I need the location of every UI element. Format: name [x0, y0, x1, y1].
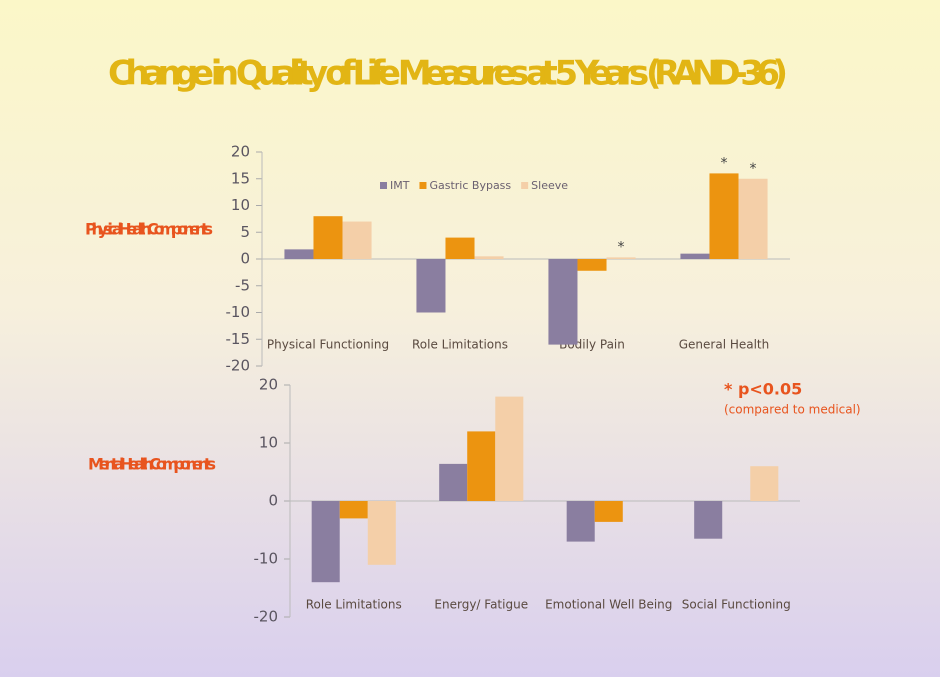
x-tick-label: Role Limitations — [306, 598, 402, 612]
legend-swatch — [380, 182, 387, 189]
y-tick-label: -15 — [226, 330, 251, 348]
y-tick-label: 20 — [231, 143, 250, 161]
significance-marker: * — [750, 161, 757, 177]
bar — [680, 253, 710, 259]
bar — [342, 221, 372, 259]
bar — [694, 501, 723, 539]
y-tick-label: 15 — [231, 169, 250, 187]
y-tick-label: 0 — [240, 250, 250, 268]
bar — [284, 249, 314, 259]
x-tick-label: Emotional Well Being — [545, 598, 672, 612]
bar — [606, 257, 636, 259]
note-marker: * p<0.05 — [724, 380, 802, 399]
bar — [738, 178, 768, 259]
bar — [709, 173, 739, 259]
section-label: Mental Health Components — [88, 455, 216, 474]
legend-swatch — [419, 182, 427, 189]
bar — [367, 501, 396, 565]
bar — [594, 501, 623, 522]
x-tick-label: General Health — [679, 338, 770, 352]
y-tick-label: 5 — [240, 223, 250, 241]
y-tick-label: -20 — [226, 357, 251, 375]
note-text: (compared to medical) — [724, 403, 861, 417]
y-tick-label: 10 — [231, 196, 250, 214]
significance-marker: * — [721, 155, 728, 171]
bar — [750, 466, 779, 501]
legend-label: Gastric Bypass — [429, 179, 511, 192]
bar — [474, 256, 504, 259]
bar — [445, 237, 475, 259]
bar — [577, 259, 607, 271]
legend-swatch — [521, 182, 529, 189]
y-tick-label: 0 — [268, 492, 278, 510]
bar — [313, 216, 343, 259]
legend-label: IMT — [390, 179, 410, 192]
y-tick-label: -20 — [254, 608, 279, 626]
y-tick-label: -10 — [226, 303, 251, 321]
bar — [566, 501, 595, 542]
bar — [416, 259, 446, 313]
bar — [339, 501, 368, 519]
section-label: Physical Health Components — [85, 220, 213, 239]
bar — [439, 463, 468, 501]
bar — [495, 396, 524, 501]
y-tick-label: -5 — [235, 276, 250, 294]
legend-label: Sleeve — [531, 179, 568, 192]
slide-title: Change in Quality of Life Measures at 5 … — [108, 54, 788, 94]
x-tick-label: Role Limitations — [412, 338, 508, 352]
bar — [467, 431, 496, 501]
y-tick-label: 10 — [259, 434, 278, 452]
x-tick-label: Social Functioning — [682, 598, 791, 612]
y-tick-label: -10 — [254, 550, 279, 568]
significance-marker: * — [618, 239, 625, 255]
y-tick-label: 20 — [259, 376, 278, 394]
x-tick-label: Physical Functioning — [267, 338, 389, 352]
x-tick-label: Energy/ Fatigue — [434, 598, 528, 612]
bar — [311, 501, 340, 583]
bar — [548, 259, 578, 345]
